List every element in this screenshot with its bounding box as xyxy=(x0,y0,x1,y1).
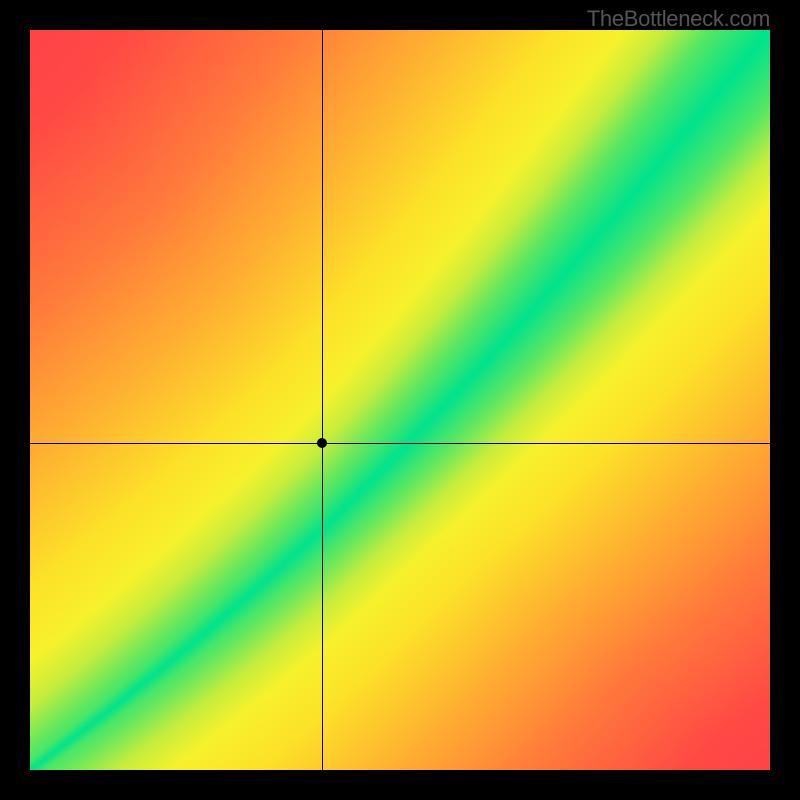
crosshair-vertical xyxy=(322,30,323,770)
crosshair-horizontal xyxy=(30,443,770,444)
heatmap-canvas xyxy=(30,30,770,770)
heatmap-plot xyxy=(30,30,770,770)
watermark-text: TheBottleneck.com xyxy=(587,6,770,32)
crosshair-marker xyxy=(317,438,327,448)
